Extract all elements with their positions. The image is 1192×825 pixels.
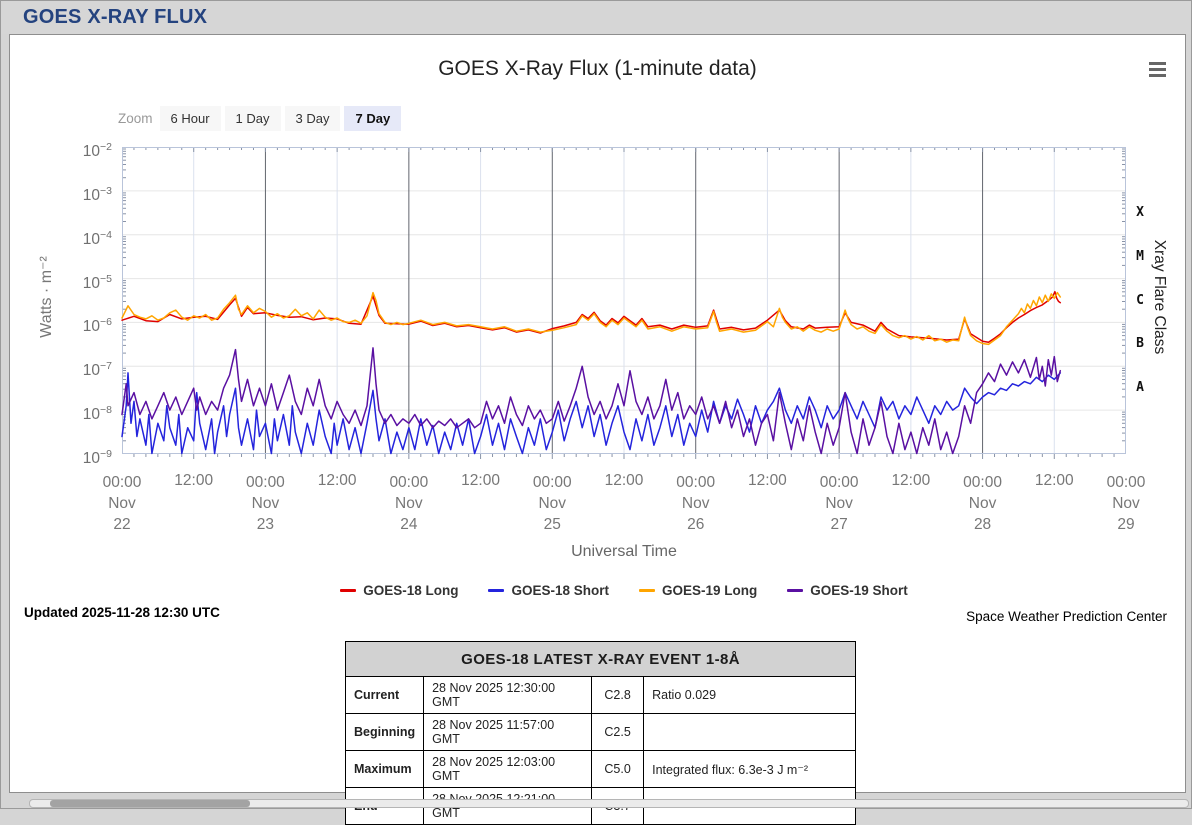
latest-xray-event-table: GOES-18 LATEST X-RAY EVENT 1-8Å Current … — [344, 641, 857, 825]
x-axis-noon-label: 12:00 — [891, 472, 931, 489]
y-axis-tick-label: 10−7 — [82, 360, 112, 380]
event-row-label: Maximum — [344, 750, 425, 788]
zoom-button-3-day[interactable]: 3 Day — [284, 106, 341, 131]
event-row-label: Current — [344, 676, 425, 714]
legend-swatch — [340, 589, 357, 592]
horizontal-scrollbar[interactable] — [29, 799, 1189, 808]
legend-label: GOES-18 Long — [363, 583, 459, 598]
x-axis-day-label: 00:00 Nov 26 — [676, 474, 716, 533]
y-axis-tick-label: 10−5 — [82, 272, 112, 292]
xray-flux-plot[interactable] — [121, 147, 1126, 459]
x-axis-day-label: 00:00 Nov 23 — [246, 474, 285, 533]
series-goes-19-long — [121, 291, 1062, 346]
legend-swatch — [488, 589, 505, 592]
flare-class-b: B — [1136, 336, 1144, 352]
x-axis-day-label: 00:00 Nov 29 — [1106, 474, 1146, 533]
chart-legend: GOES-18 Long GOES-18 Short GOES-19 Long GOE… — [122, 583, 1126, 598]
table-row: Beginning 28 Nov 2025 11:57:00 GMT C2.5 — [344, 713, 857, 751]
event-row-time: 28 Nov 2025 12:30:00 GMT — [423, 676, 593, 714]
scrollbar-thumb[interactable] — [50, 800, 250, 807]
event-row-class: C5.0 — [591, 750, 645, 788]
table-row: Maximum 28 Nov 2025 12:03:00 GMT C5.0 In… — [344, 750, 857, 788]
legend-swatch — [787, 589, 804, 592]
x-axis-noon-label: 12:00 — [317, 472, 357, 489]
legend-label: GOES-19 Long — [662, 583, 758, 598]
source-credit: Space Weather Prediction Center — [966, 609, 1167, 624]
chart-panel: GOES X-Ray Flux (1-minute data) Zoom 6 H… — [9, 34, 1186, 825]
flare-class-c: C — [1136, 292, 1144, 308]
y-axis-tick-label: 10−8 — [82, 404, 112, 424]
event-row-label: Beginning — [344, 713, 425, 751]
legend-label: GOES-19 Short — [810, 583, 908, 598]
event-row-time: 28 Nov 2025 11:57:00 GMT — [423, 713, 593, 751]
y-axis-tick-label: 10−2 — [82, 141, 112, 161]
event-row-info — [643, 713, 857, 751]
x-axis-noon-label: 12:00 — [748, 472, 787, 489]
zoom-label: Zoom — [118, 111, 153, 126]
x-axis-noon-label: 12:00 — [174, 472, 214, 489]
event-row-class: C2.8 — [591, 676, 645, 714]
updated-timestamp: Updated 2025-11-28 12:30 UTC — [24, 605, 220, 620]
legend-item-goes-19-short[interactable]: GOES-19 Short — [787, 583, 908, 598]
legend-item-goes-19-long[interactable]: GOES-19 Long — [639, 583, 757, 598]
x-axis-noon-label: 12:00 — [1034, 472, 1074, 489]
legend-item-goes-18-short[interactable]: GOES-18 Short — [488, 583, 609, 598]
chart-title: GOES X-Ray Flux (1-minute data) — [438, 57, 757, 80]
window-title-bar: GOES X-RAY FLUX — [1, 1, 1191, 34]
zoom-button-1-day[interactable]: 1 Day — [224, 106, 281, 131]
y-axis-tick-label: 10−9 — [82, 448, 112, 468]
flare-class-m: M — [1136, 248, 1144, 264]
hamburger-icon — [1149, 62, 1166, 65]
legend-item-goes-18-long[interactable]: GOES-18 Long — [340, 583, 458, 598]
x-axis-day-label: 00:00 Nov 22 — [102, 474, 142, 533]
event-row-info: Ratio 0.029 — [643, 676, 857, 714]
flare-class-x: X — [1136, 204, 1144, 220]
legend-label: GOES-18 Short — [511, 583, 609, 598]
zoom-range-toolbar: Zoom 6 Hour 1 Day 3 Day 7 Day — [118, 106, 405, 131]
event-table-title: GOES-18 LATEST X-RAY EVENT 1-8Å — [344, 641, 857, 677]
x-axis-day-label: 00:00 Nov 25 — [532, 474, 572, 533]
event-row-class: C2.5 — [591, 713, 645, 751]
series-goes-18-short — [121, 372, 1062, 455]
flare-class-a: A — [1136, 380, 1144, 396]
x-axis-noon-label: 12:00 — [461, 472, 500, 489]
legend-swatch — [639, 589, 655, 592]
x-axis-title: Universal Time — [571, 543, 677, 560]
zoom-button-6-hour[interactable]: 6 Hour — [159, 106, 221, 131]
table-row: Current 28 Nov 2025 12:30:00 GMT C2.8 Ra… — [344, 676, 857, 714]
x-axis-day-label: 00:00 Nov 27 — [819, 474, 859, 533]
page-title: GOES X-RAY FLUX — [23, 6, 208, 28]
y-axis-tick-label: 10−3 — [82, 184, 112, 204]
x-axis-day-label: 00:00 Nov 24 — [389, 474, 429, 533]
series-goes-19-short — [121, 347, 1062, 455]
zoom-button-7-day[interactable]: 7 Day — [344, 106, 402, 131]
event-row-time: 28 Nov 2025 12:03:00 GMT — [423, 750, 593, 788]
chart-export-menu-button[interactable] — [1146, 61, 1170, 81]
event-row-info: Integrated flux: 6.3e-3 J m⁻² — [643, 750, 857, 788]
y-axis-tick-label: 10−6 — [82, 316, 112, 336]
x-axis-day-label: 00:00 Nov 28 — [963, 474, 1002, 533]
x-axis-noon-label: 12:00 — [604, 472, 644, 489]
y-axis-tick-label: 10−4 — [82, 228, 112, 248]
